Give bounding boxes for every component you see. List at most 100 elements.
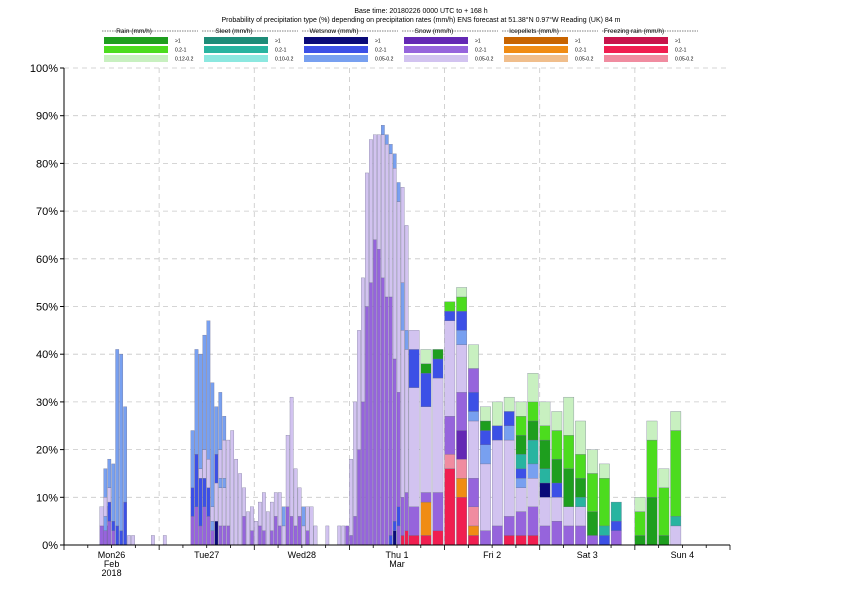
bar [515, 401, 527, 546]
bar-segment [420, 406, 432, 493]
bar-segment [230, 430, 235, 546]
bar-segment [258, 501, 262, 527]
bar-segment [369, 282, 373, 546]
bar-segment [238, 473, 242, 546]
bar-segment [563, 435, 575, 469]
bar-segment [456, 392, 468, 431]
bar-segment [551, 458, 563, 484]
bar-segment [515, 487, 527, 512]
bar-segment [353, 401, 357, 517]
bar-segment [222, 416, 227, 441]
bar-segment [198, 478, 203, 527]
bar-segment [107, 521, 112, 546]
bar-segment [115, 349, 120, 527]
bar-segment [527, 420, 539, 441]
bar-segment [123, 406, 127, 503]
bar-segment [404, 349, 409, 493]
y-tick-label: 70% [36, 206, 58, 218]
legend-swatch-label: 0.05-0.2 [475, 57, 494, 63]
bar-segment [190, 516, 195, 546]
bar-segment [396, 506, 401, 527]
bar-segment [491, 439, 503, 527]
bar-segment [527, 463, 539, 479]
bar [277, 492, 282, 546]
legend-swatch-label: 0.2-1 [575, 48, 587, 54]
bar-segment [432, 492, 444, 531]
bar [599, 463, 610, 546]
bar-segment [357, 449, 361, 546]
legend-swatch [304, 37, 368, 44]
bar-segment [400, 535, 405, 546]
bar-segment [599, 463, 610, 479]
bar-segment [214, 454, 219, 484]
bar [202, 334, 207, 546]
bar-segment [377, 134, 381, 250]
bar [103, 468, 108, 546]
bar-segment [515, 468, 527, 479]
bar-segment [194, 349, 199, 455]
bar-segment [420, 501, 432, 536]
legend-swatch-label: >1 [675, 39, 681, 45]
bar-segment [396, 201, 401, 393]
bar-segment [456, 497, 468, 546]
bar [297, 487, 302, 546]
bar [107, 458, 112, 546]
legend-swatch [404, 46, 468, 53]
bar-segment [503, 396, 515, 412]
bar-segment [563, 506, 575, 527]
x-tick-label: Sun 4 [671, 550, 695, 560]
bar-segment [539, 525, 551, 546]
bar-segment [515, 401, 527, 417]
bar-segment [646, 420, 658, 441]
bar-segment [392, 168, 397, 360]
legend-swatch [404, 55, 468, 62]
bar [610, 501, 622, 546]
bar-segment [266, 511, 270, 546]
bar-segment [119, 530, 124, 546]
legend-swatch [504, 37, 568, 44]
bar [111, 463, 116, 546]
bar-segment [131, 535, 135, 546]
bar-segment [380, 277, 385, 546]
bar-segment [503, 411, 515, 426]
bar-segment [587, 449, 598, 474]
bar-segment [587, 535, 598, 546]
bar-segment [646, 497, 658, 546]
bar [539, 401, 551, 546]
bar-segment [293, 468, 298, 527]
bar-segment [202, 449, 207, 479]
bar-segment [103, 497, 108, 517]
bar-segment [563, 525, 575, 546]
bar-segment [202, 506, 207, 546]
legend-swatch [104, 55, 168, 62]
bar [123, 406, 127, 546]
bar-segment [115, 525, 120, 546]
bar-segment [305, 530, 310, 546]
bar-segment [285, 435, 290, 507]
bar-segment [432, 377, 444, 493]
bar-segment [468, 420, 479, 479]
bar-segment [301, 525, 306, 546]
legend-swatch [404, 37, 468, 44]
bar-segment [353, 516, 357, 546]
axes: 0% 10% 20% 30% 40% 50% 60% 70% 80% 90% 100% Mon26Fe… [30, 63, 731, 578]
bar-segment [599, 525, 610, 536]
bar-segment [218, 449, 223, 479]
x-tick-label: Wed28 [288, 550, 316, 560]
legend-swatch-label: >1 [175, 39, 181, 45]
legend-swatch [204, 37, 268, 44]
bar-segment [480, 406, 491, 422]
bar-segment [599, 478, 610, 527]
bar-segment [198, 354, 203, 469]
bar-segment [658, 468, 670, 488]
legend-swatch-label: >1 [375, 39, 381, 45]
bar-segment [408, 535, 420, 546]
bar-segment [119, 354, 124, 531]
bar-segment [610, 521, 622, 531]
bar-segment [491, 425, 503, 441]
legend-swatch-label: 0.2-1 [375, 48, 387, 54]
bar-segment [380, 125, 385, 135]
bar [369, 139, 373, 546]
bar-segment [444, 468, 456, 546]
bar [634, 497, 646, 546]
